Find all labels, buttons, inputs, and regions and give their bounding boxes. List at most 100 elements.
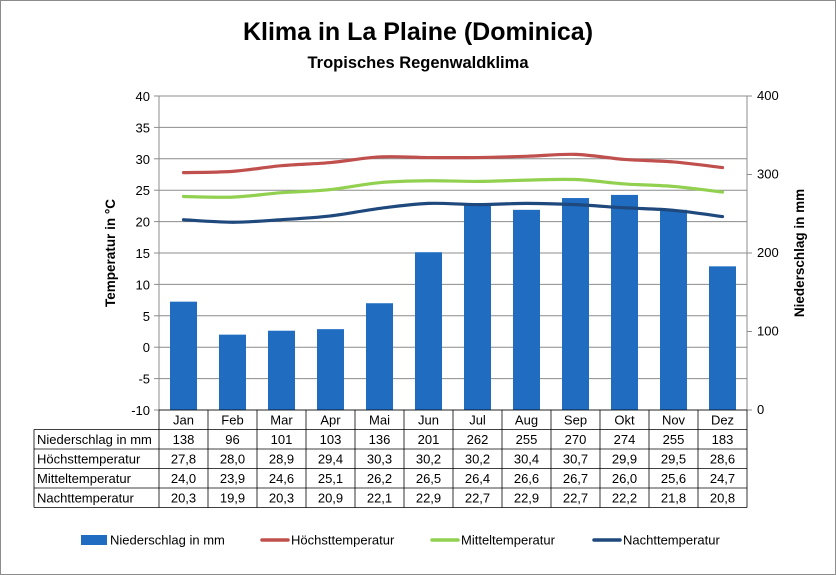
bar-niederschlag bbox=[366, 303, 393, 410]
chart-subtitle: Tropisches Regenwaldklima bbox=[307, 54, 529, 72]
table-cell: 24,0 bbox=[171, 471, 196, 486]
bar-niederschlag bbox=[562, 198, 589, 410]
x-tick-label: Mai bbox=[369, 413, 390, 428]
x-tick-label: Apr bbox=[320, 413, 341, 428]
y-tick-label-right: 100 bbox=[757, 324, 779, 339]
table-cell: 24,7 bbox=[710, 471, 735, 486]
y-tick-label-right: 400 bbox=[757, 88, 779, 103]
bar-niederschlag bbox=[660, 209, 687, 410]
y-tick-label-left: -10 bbox=[131, 403, 150, 418]
table-cell: 29,9 bbox=[612, 452, 637, 467]
bar-niederschlag bbox=[415, 252, 442, 410]
table-cell: 255 bbox=[516, 432, 538, 447]
table-cell: 28,0 bbox=[220, 452, 245, 467]
table-cell: 255 bbox=[663, 432, 685, 447]
legend-label: Niederschlag in mm bbox=[110, 533, 225, 548]
bar-niederschlag bbox=[709, 266, 736, 410]
legend-label: Nachttemperatur bbox=[623, 533, 720, 548]
y-tick-label-left: 30 bbox=[136, 152, 150, 167]
x-tick-label: Nov bbox=[662, 413, 686, 428]
y-axis-title-right: Niederschlag in mm bbox=[792, 189, 807, 317]
table-row-header: Mitteltemperatur bbox=[37, 471, 132, 486]
table-cell: 20,8 bbox=[710, 491, 735, 506]
table-cell: 22,9 bbox=[514, 491, 539, 506]
bar-niederschlag bbox=[611, 194, 638, 410]
table-cell: 28,6 bbox=[710, 452, 735, 467]
x-tick-label: Jun bbox=[418, 413, 439, 428]
table-cell: 101 bbox=[271, 432, 293, 447]
table-cell: 22,1 bbox=[367, 491, 392, 506]
table-cell: 138 bbox=[173, 432, 195, 447]
table-row-header: Höchsttemperatur bbox=[37, 452, 141, 467]
x-tick-label: Sep bbox=[564, 413, 587, 428]
table-cell: 262 bbox=[467, 432, 489, 447]
table-cell: 25,6 bbox=[661, 471, 686, 486]
y-tick-label-right: 300 bbox=[757, 167, 779, 182]
table-cell: 21,8 bbox=[661, 491, 686, 506]
table-cell: 103 bbox=[320, 432, 342, 447]
chart-title: Klima in La Plaine (Dominica) bbox=[242, 18, 594, 46]
line-hoechsttemperatur bbox=[181, 152, 725, 175]
table-cell: 183 bbox=[712, 432, 734, 447]
table-cell: 29,5 bbox=[661, 452, 686, 467]
legend-swatch bbox=[81, 535, 107, 545]
bar-niederschlag bbox=[464, 204, 491, 410]
table-cell: 30,2 bbox=[416, 452, 441, 467]
x-tick-label: Feb bbox=[221, 413, 243, 428]
line-nachttemperatur bbox=[181, 201, 725, 224]
bar-niederschlag bbox=[170, 301, 197, 410]
table-cell: 26,2 bbox=[367, 471, 392, 486]
y-axis-title-left: Temperatur in °C bbox=[103, 199, 118, 307]
y-tick-label-left: -5 bbox=[138, 372, 150, 387]
table-cell: 20,9 bbox=[318, 491, 343, 506]
table-cell: 27,8 bbox=[171, 452, 196, 467]
bar-niederschlag bbox=[219, 334, 246, 410]
table-cell: 19,9 bbox=[220, 491, 245, 506]
bar-niederschlag bbox=[268, 330, 295, 410]
table-cell: 30,2 bbox=[465, 452, 490, 467]
table-cell: 29,4 bbox=[318, 452, 343, 467]
table-cell: 20,3 bbox=[269, 491, 294, 506]
y-tick-label-left: 40 bbox=[136, 89, 150, 104]
table-cell: 28,9 bbox=[269, 452, 294, 467]
line-mitteltemperatur bbox=[181, 177, 725, 199]
table-cell: 30,4 bbox=[514, 452, 539, 467]
legend-label: Mitteltemperatur bbox=[461, 533, 556, 548]
x-tick-label: Okt bbox=[614, 413, 635, 428]
table-cell: 26,5 bbox=[416, 471, 441, 486]
y-tick-label-left: 5 bbox=[143, 309, 150, 324]
table-cell: 22,2 bbox=[612, 491, 637, 506]
table-cell: 274 bbox=[614, 432, 636, 447]
bar-niederschlag bbox=[317, 329, 344, 410]
y-tick-label-left: 0 bbox=[143, 340, 150, 355]
y-tick-label-left: 20 bbox=[136, 215, 150, 230]
table-cell: 26,7 bbox=[563, 471, 588, 486]
x-tick-label: Jul bbox=[469, 413, 486, 428]
table-cell: 22,9 bbox=[416, 491, 441, 506]
table-cell: 22,7 bbox=[465, 491, 490, 506]
y-tick-label-left: 25 bbox=[136, 183, 150, 198]
x-tick-label: Aug bbox=[515, 413, 538, 428]
y-tick-label-left: 15 bbox=[136, 246, 150, 261]
table-cell: 30,3 bbox=[367, 452, 392, 467]
table-cell: 270 bbox=[565, 432, 587, 447]
table-cell: 26,4 bbox=[465, 471, 490, 486]
x-tick-label: Dez bbox=[711, 413, 734, 428]
x-tick-label: Jan bbox=[173, 413, 194, 428]
table-row-header: Niederschlag in mm bbox=[37, 432, 152, 447]
x-tick-label: Mar bbox=[270, 413, 293, 428]
table-cell: 24,6 bbox=[269, 471, 294, 486]
table-cell: 20,3 bbox=[171, 491, 196, 506]
y-tick-label-right: 0 bbox=[757, 402, 764, 417]
table-cell: 25,1 bbox=[318, 471, 343, 486]
table-cell: 22,7 bbox=[563, 491, 588, 506]
y-tick-label-left: 35 bbox=[136, 120, 150, 135]
table-row-header: Nachttemperatur bbox=[37, 491, 134, 506]
bar-niederschlag bbox=[513, 209, 540, 410]
table-cell: 30,7 bbox=[563, 452, 588, 467]
y-tick-label-left: 10 bbox=[136, 277, 150, 292]
table-cell: 201 bbox=[418, 432, 440, 447]
table-cell: 23,9 bbox=[220, 471, 245, 486]
table-cell: 26,6 bbox=[514, 471, 539, 486]
